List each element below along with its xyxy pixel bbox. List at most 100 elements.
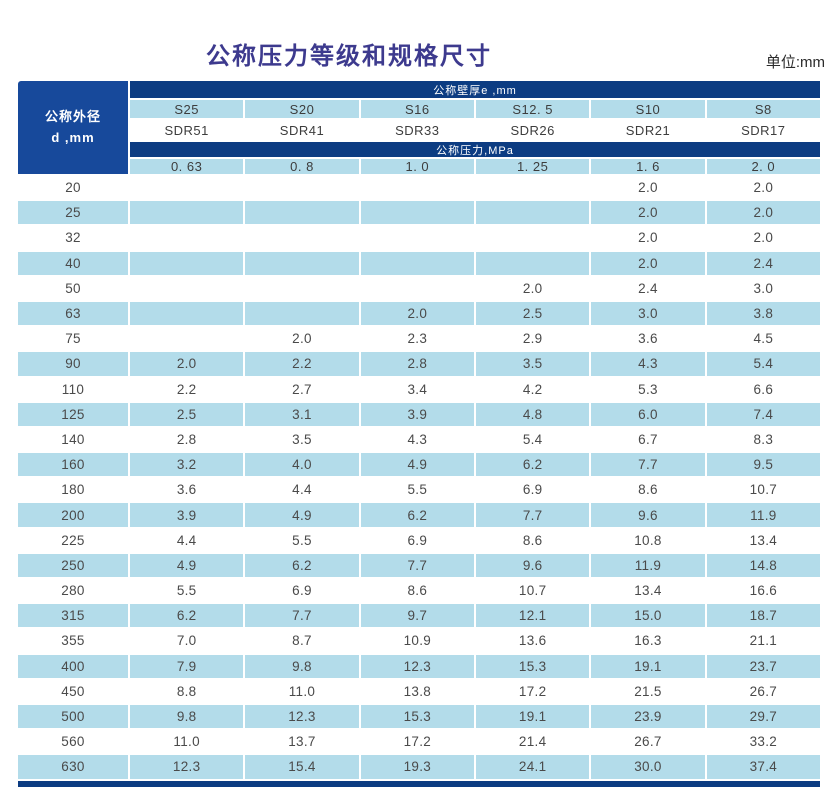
bottom-bar — [18, 780, 820, 787]
row-label: 20 — [65, 180, 81, 196]
value-cell: 2.0 — [360, 301, 474, 326]
value-cell: 14.8 — [706, 553, 820, 577]
value-cell: 3.6 — [176, 482, 197, 498]
value-cell: 19.1 — [476, 704, 590, 729]
value-cell: 2.0 — [638, 180, 658, 196]
value-cell: 3.5 — [292, 431, 312, 447]
value-cell — [245, 301, 359, 326]
value-cell: 4.8 — [476, 402, 590, 426]
value-cell: 7.7 — [476, 503, 590, 527]
row-label: 63 — [18, 301, 128, 326]
value-cell: 6.9 — [522, 482, 543, 498]
value-cell: 7.4 — [706, 402, 820, 426]
value-cell: 15.4 — [245, 755, 359, 779]
corner-header-line2: d ,mm — [51, 129, 95, 145]
value-cell: 6.2 — [245, 553, 359, 577]
pressure-rating-cell: 1. 0 — [360, 159, 474, 174]
value-cell: 9.7 — [360, 604, 474, 628]
value-cell: 2.5 — [476, 301, 590, 326]
row-label: 500 — [18, 704, 128, 729]
row-label: 355 — [61, 633, 85, 649]
row-label: 125 — [18, 402, 128, 426]
value-cell: 4.3 — [591, 352, 705, 376]
corner-header: 公称外径 d ,mm — [18, 81, 128, 174]
value-cell: 21.5 — [634, 683, 662, 699]
value-cell: 3.2 — [130, 453, 244, 477]
sdr-cell: SDR17 — [706, 120, 820, 140]
value-cell: 8.6 — [638, 482, 658, 498]
value-cell: 2.3 — [407, 331, 428, 347]
value-cell: 11.9 — [591, 553, 705, 577]
value-cell: 6.6 — [753, 381, 774, 397]
value-cell: 18.7 — [706, 604, 820, 628]
value-cell — [130, 327, 243, 350]
value-cell: 6.2 — [360, 503, 474, 527]
value-cell: 8.8 — [176, 683, 197, 699]
value-cell: 2.0 — [706, 201, 820, 225]
value-cell: 29.7 — [706, 704, 820, 729]
sdr-cell: SDR41 — [245, 120, 359, 140]
value-cell: 12.3 — [360, 654, 474, 678]
value-cell: 9.6 — [476, 553, 590, 577]
value-cell: 15.3 — [360, 704, 474, 729]
pressure-spec-table: 公称外径 d ,mm 公称壁厚e ,mm S25 S20 S16 S12. 5 S10 S… — [18, 81, 820, 787]
value-cell — [476, 226, 589, 249]
s-class-cell: S12. 5 — [475, 100, 590, 118]
value-cell: 4.0 — [245, 453, 359, 477]
value-cell: 5.5 — [407, 482, 428, 498]
value-cell — [476, 251, 590, 275]
value-cell: 2.2 — [245, 352, 359, 376]
value-cell: 17.2 — [518, 683, 547, 699]
value-cell: 9.5 — [706, 453, 820, 477]
value-cell: 2.0 — [591, 251, 705, 275]
value-cell: 2.4 — [706, 251, 820, 275]
row-label: 90 — [18, 352, 128, 376]
value-cell: 2.0 — [753, 180, 774, 196]
value-cell: 19.3 — [360, 755, 474, 779]
sdr-row: SDR51 SDR41 SDR33 SDR26 SDR21 SDR17 — [130, 120, 820, 140]
value-cell: 24.1 — [476, 755, 590, 779]
value-cell: 2.0 — [638, 230, 658, 246]
unit-label: 单位:mm — [765, 54, 825, 71]
s-class-row: S25 S20 S16 S12. 5 S10 S8 — [130, 100, 820, 118]
value-cell: 3.0 — [591, 301, 705, 326]
value-cell: 26.7 — [749, 683, 778, 699]
value-cell: 6.2 — [130, 604, 244, 628]
s-class-cell: S8 — [706, 100, 820, 118]
value-cell — [130, 226, 243, 249]
value-cell: 10.8 — [634, 532, 662, 548]
sdr-cell: SDR26 — [475, 120, 590, 140]
s-class-cell: S10 — [591, 100, 705, 118]
value-cell: 3.8 — [706, 301, 820, 326]
value-cell — [245, 201, 359, 225]
value-cell: 4.4 — [292, 482, 312, 498]
value-cell: 6.0 — [591, 402, 705, 426]
value-cell: 3.0 — [753, 280, 774, 296]
value-cell: 3.4 — [407, 381, 428, 397]
value-cell: 7.7 — [245, 604, 359, 628]
value-cell — [130, 176, 243, 199]
value-cell: 7.9 — [130, 654, 244, 678]
value-cell — [130, 251, 244, 275]
value-cell: 12.3 — [245, 704, 359, 729]
value-cell — [476, 176, 589, 199]
value-cell: 13.6 — [518, 633, 547, 649]
value-cell: 3.1 — [245, 402, 359, 426]
row-label: 400 — [18, 654, 128, 678]
pressure-rating-cell: 0. 8 — [245, 159, 359, 174]
value-cell: 8.3 — [753, 431, 774, 447]
row-label: 40 — [18, 251, 128, 275]
row-label: 140 — [61, 431, 85, 447]
value-cell: 2.2 — [176, 381, 197, 397]
value-cell: 5.5 — [176, 583, 197, 599]
value-cell: 2.0 — [591, 201, 705, 225]
value-cell: 12.3 — [130, 755, 244, 779]
pressure-rating-cell: 0. 63 — [130, 159, 244, 174]
value-cell: 9.8 — [130, 704, 244, 729]
page-title: 公称压力等级和规格尺寸 — [206, 43, 492, 70]
value-cell: 8.6 — [522, 532, 543, 548]
value-cell — [361, 176, 474, 199]
value-cell: 6.2 — [476, 453, 590, 477]
value-cell: 5.3 — [638, 381, 658, 397]
value-cell: 21.1 — [749, 633, 778, 649]
